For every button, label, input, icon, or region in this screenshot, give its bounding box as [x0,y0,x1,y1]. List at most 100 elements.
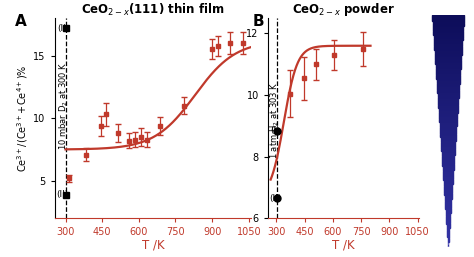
Polygon shape [440,136,456,137]
Polygon shape [437,85,459,86]
Polygon shape [445,200,451,201]
Text: (II): (II) [56,190,69,199]
Polygon shape [434,47,462,48]
Polygon shape [434,41,463,42]
Polygon shape [440,128,456,129]
Polygon shape [444,187,452,188]
Polygon shape [440,126,456,128]
Polygon shape [438,94,459,95]
Polygon shape [438,96,458,97]
Polygon shape [436,66,461,67]
Polygon shape [446,210,451,211]
Polygon shape [443,167,454,168]
Polygon shape [444,183,453,184]
Polygon shape [434,44,462,45]
Polygon shape [443,164,454,166]
Text: (I): (I) [58,23,67,33]
Polygon shape [442,163,454,164]
Polygon shape [446,213,450,214]
Polygon shape [433,22,464,24]
Polygon shape [437,77,460,78]
Polygon shape [436,69,460,70]
Polygon shape [435,58,461,59]
Polygon shape [433,29,463,30]
Polygon shape [438,100,458,101]
Polygon shape [438,106,458,107]
Polygon shape [441,151,455,152]
Polygon shape [438,108,458,109]
Polygon shape [441,141,456,143]
Polygon shape [440,124,456,125]
Polygon shape [434,45,462,47]
Polygon shape [444,182,453,183]
Polygon shape [441,146,455,147]
Polygon shape [445,195,452,196]
Polygon shape [442,159,454,160]
Polygon shape [441,148,455,150]
Polygon shape [440,137,456,138]
Polygon shape [441,144,456,145]
Polygon shape [446,207,451,208]
Polygon shape [437,84,459,85]
Polygon shape [433,25,464,26]
Polygon shape [442,158,454,159]
Polygon shape [447,236,449,237]
Polygon shape [438,104,458,106]
Polygon shape [442,157,455,158]
Polygon shape [445,194,452,195]
Polygon shape [441,150,455,151]
Polygon shape [444,180,453,181]
Polygon shape [436,70,460,71]
Polygon shape [445,192,452,194]
Polygon shape [440,131,456,132]
Polygon shape [447,231,449,232]
Polygon shape [445,199,451,200]
Polygon shape [441,143,456,144]
Polygon shape [440,125,456,126]
Polygon shape [437,79,460,80]
Polygon shape [441,147,455,148]
Polygon shape [447,226,450,227]
Polygon shape [438,90,459,92]
Polygon shape [438,97,458,99]
Polygon shape [447,224,450,225]
Polygon shape [435,50,462,51]
Polygon shape [439,121,457,122]
X-axis label: T /K: T /K [142,239,164,252]
Polygon shape [439,123,457,124]
Polygon shape [439,117,457,118]
Y-axis label: Ce$^{3+}$/(Ce$^{3+}$+Ce$^{4+}$)%: Ce$^{3+}$/(Ce$^{3+}$+Ce$^{4+}$)% [16,65,30,172]
Text: 1 atm H$_2$ at 303 K: 1 atm H$_2$ at 303 K [268,81,281,159]
Polygon shape [433,33,463,34]
Polygon shape [437,81,460,82]
Polygon shape [438,89,459,90]
Polygon shape [444,186,452,187]
Polygon shape [443,176,453,177]
Text: B: B [253,14,264,29]
Polygon shape [445,201,451,203]
Polygon shape [440,135,456,136]
Polygon shape [439,113,457,114]
Polygon shape [434,35,463,36]
Polygon shape [436,75,460,76]
Polygon shape [433,34,463,35]
Polygon shape [444,181,453,182]
Polygon shape [436,71,460,72]
Polygon shape [445,197,452,198]
Polygon shape [447,225,450,226]
Polygon shape [443,175,453,176]
Polygon shape [441,140,456,141]
Polygon shape [447,234,449,235]
Polygon shape [444,190,452,191]
Polygon shape [432,15,464,16]
Polygon shape [438,109,458,110]
Polygon shape [442,161,454,162]
Polygon shape [446,218,450,219]
Polygon shape [447,223,450,224]
Polygon shape [446,215,450,217]
Polygon shape [447,238,449,240]
Polygon shape [446,208,451,210]
Polygon shape [439,118,457,120]
Polygon shape [433,30,463,32]
Polygon shape [434,36,463,37]
